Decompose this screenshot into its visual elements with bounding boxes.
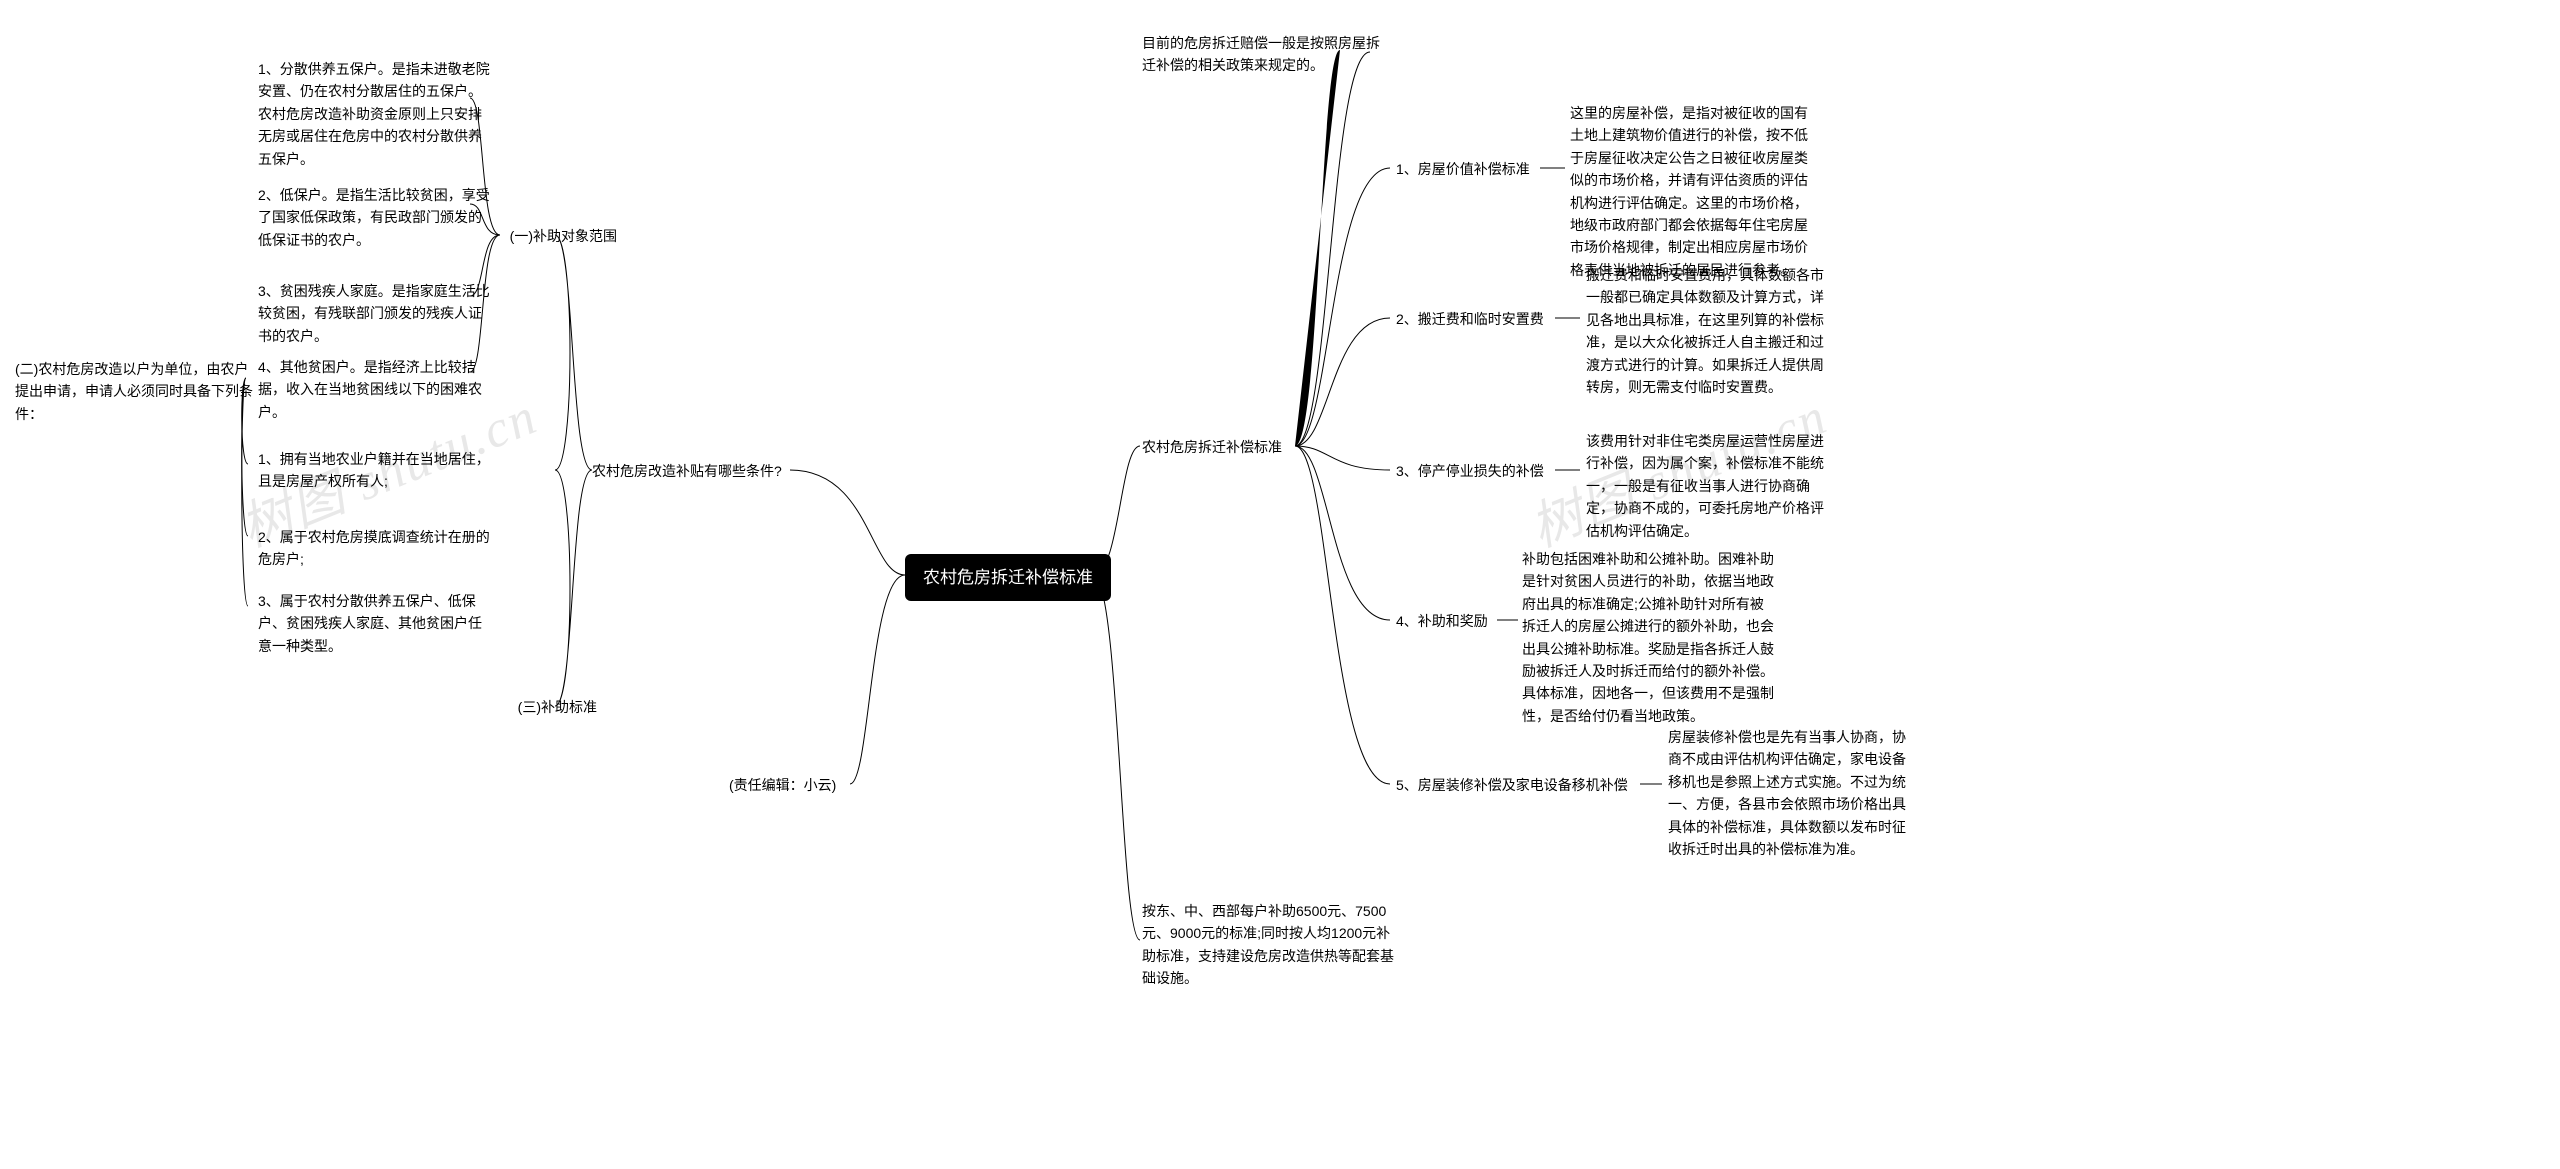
left-1a-item-4: 4、其他贫困户。是指经济上比较拮据，收入在当地贫困线以下的困难农户。	[258, 356, 493, 423]
right-item-2-detail: 搬迁费和临时安置费用，具体数额各市一般都已确定具体数额及计算方式，详见各地出具标…	[1586, 264, 1836, 398]
center-node: 农村危房拆迁补偿标准	[905, 554, 1111, 601]
right-item-2-label: 2、搬迁费和临时安置费	[1396, 308, 1544, 330]
left-1b-item-2: 2、属于农村危房摸底调查统计在册的危房户;	[258, 526, 493, 571]
left-branch-1-label: 农村危房改造补贴有哪些条件?	[592, 460, 792, 482]
right-item-3-detail: 该费用针对非住宅类房屋运营性房屋进行补偿，因为属个案，补偿标准不能统一，一般是有…	[1586, 430, 1836, 542]
left-1b-item-3: 3、属于农村分散供养五保户、低保户、贫困残疾人家庭、其他贫困户任意一种类型。	[258, 590, 493, 657]
right-item-5-detail: 房屋装修补偿也是先有当事人协商，协商不成由评估机构评估确定，家电设备移机也是参照…	[1668, 726, 1918, 860]
right-item-1-detail: 这里的房屋补偿，是指对被征收的国有土地上建筑物价值进行的补偿，按不低于房屋征收决…	[1570, 102, 1820, 281]
left-1a-item-3: 3、贫困残疾人家庭。是指家庭生活比较贫困，有残联部门颁发的残疾人证书的农户。	[258, 280, 493, 347]
mindmap-canvas: 树图 shutu.cn 树图 shutu.cn	[0, 0, 2560, 1169]
right-item-4-detail: 补助包括困难补助和公摊补助。困难补助是针对贫困人员进行的补助，依据当地政府出具的…	[1522, 548, 1774, 727]
left-branch-2-label: (责任编辑：小云)	[729, 774, 869, 796]
right-branch-2-text: 按东、中、西部每户补助6500元、7500元、9000元的标准;同时按人均120…	[1142, 900, 1402, 990]
right-branch-1-label: 农村危房拆迁补偿标准	[1142, 436, 1302, 458]
left-branch-1c-label: (三)补助标准	[497, 696, 597, 718]
right-item-1-label: 1、房屋价值补偿标准	[1396, 158, 1530, 180]
left-1a-item-1: 1、分散供养五保户。是指未进敬老院安置、仍在农村分散居住的五保户。农村危房改造补…	[258, 58, 493, 170]
right-branch-1-intro: 目前的危房拆迁赔偿一般是按照房屋拆迁补偿的相关政策来规定的。	[1142, 32, 1387, 77]
right-item-4-label: 4、补助和奖励	[1396, 610, 1488, 632]
left-branch-1a-label: (一)补助对象范围	[497, 225, 617, 247]
left-1b-item-1: 1、拥有当地农业户籍并在当地居住，且是房屋产权所有人;	[258, 448, 493, 493]
left-1a-item-2: 2、低保户。是指生活比较贫困，享受了国家低保政策，有民政部门颁发的低保证书的农户…	[258, 184, 493, 251]
connector-lines	[0, 0, 2560, 1169]
right-item-5-label: 5、房屋装修补偿及家电设备移机补偿	[1396, 774, 1628, 796]
left-branch-1b-label: (二)农村危房改造以户为单位，由农户提出申请，申请人必须同时具备下列条件：	[15, 358, 253, 425]
right-item-3-label: 3、停产停业损失的补偿	[1396, 460, 1544, 482]
